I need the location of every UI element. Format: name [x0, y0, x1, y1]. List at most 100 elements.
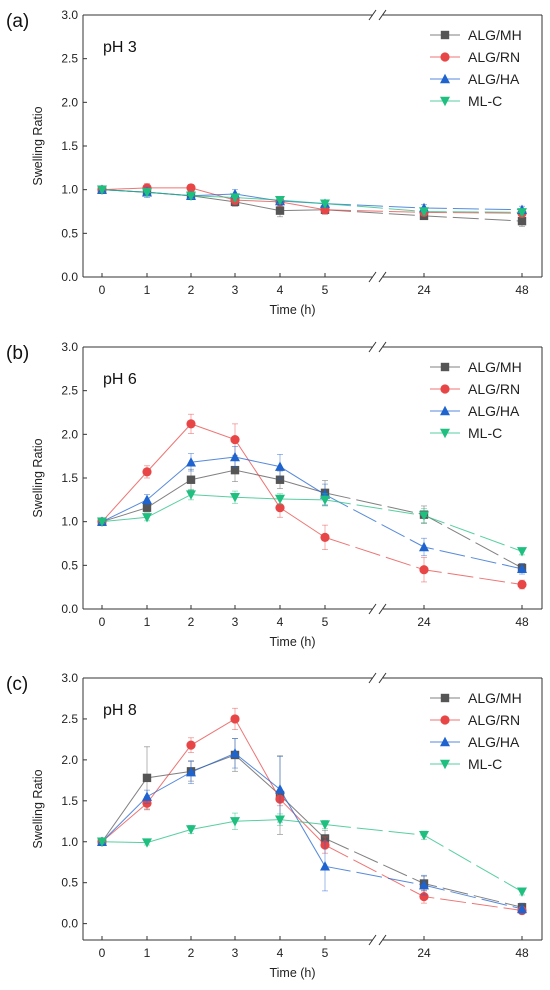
x-tick-label: 24	[417, 615, 431, 629]
data-point	[275, 206, 285, 215]
data-point	[275, 461, 285, 471]
data-point	[419, 879, 429, 890]
x-tick-label: 4	[277, 615, 284, 629]
data-point	[230, 193, 240, 203]
data-point	[517, 563, 527, 574]
y-tick-label: 0.0	[61, 602, 78, 616]
data-point	[97, 837, 107, 847]
legend-item: ALG/RN	[430, 49, 520, 65]
data-point	[142, 838, 152, 848]
x-tick-label: 2	[188, 615, 195, 629]
x-tick-label: 0	[99, 283, 106, 297]
panel-label: (a)	[6, 11, 29, 32]
data-point	[186, 740, 196, 750]
data-point	[275, 815, 285, 825]
series-alg-rn	[97, 707, 527, 916]
axis-break-mark	[378, 603, 387, 615]
legend-item: ALG/RN	[430, 712, 520, 728]
series-alg-mh	[97, 185, 527, 227]
x-tick-label: 3	[232, 615, 239, 629]
axis-break-mark	[368, 9, 377, 21]
x-tick-label: 1	[144, 283, 151, 297]
data-point	[275, 475, 285, 484]
y-tick-label: 0.0	[61, 270, 78, 284]
legend-marker	[440, 715, 450, 725]
legend-label: ALG/RN	[468, 381, 520, 397]
chart-panel-3: 0.0 0.5 1.0 1.5 2.0 2.5 3.0 0 1 2 3 4 5 24 48 Time (h) S…	[6, 671, 543, 980]
data-point	[517, 547, 527, 557]
data-point	[419, 541, 429, 552]
data-point	[142, 773, 152, 783]
series-line	[101, 469, 326, 523]
legend-item: ALG/HA	[430, 734, 520, 750]
axis-break-mark	[378, 341, 387, 353]
series-line	[101, 456, 326, 523]
data-point	[186, 457, 196, 467]
data-point	[142, 503, 152, 512]
axis-break-mark	[378, 271, 387, 283]
y-tick-label: 1.5	[61, 471, 78, 485]
data-point	[419, 207, 429, 217]
legend-item: ALG/RN	[430, 381, 520, 397]
x-axis-title: Time (h)	[269, 635, 315, 649]
series-alg-ha	[97, 738, 527, 915]
y-tick-label: 1.0	[61, 515, 78, 529]
x-tick-label: 3	[232, 946, 239, 960]
x-tick-label: 48	[515, 615, 529, 629]
legend-item: ML-C	[430, 93, 502, 109]
legend-item: ALG/HA	[430, 71, 520, 87]
legend-marker	[440, 759, 450, 770]
series-alg-mh	[97, 738, 527, 912]
series-line-dashed	[324, 492, 523, 569]
chart-panel-1: 0.0 0.5 1.0 1.5 2.0 2.5 3.0 0 1 2 3 4 5 24 48 Time (h) S…	[6, 8, 543, 317]
legend-item: ML-C	[430, 425, 502, 441]
y-tick-label: 0.5	[61, 226, 78, 240]
data-point	[142, 513, 152, 523]
legend-item: ML-C	[430, 756, 502, 772]
series-line	[101, 423, 326, 538]
x-axis-title: Time (h)	[269, 966, 315, 980]
data-point	[230, 434, 240, 445]
data-point	[142, 188, 152, 198]
x-tick-label: 24	[417, 946, 431, 960]
legend-marker	[440, 30, 450, 40]
ph-annotation: pH 3	[103, 39, 137, 56]
data-point	[142, 494, 152, 505]
legend-marker	[440, 96, 450, 107]
axis-break-mark	[368, 603, 377, 615]
data-point	[517, 903, 527, 914]
data-point	[142, 791, 152, 801]
x-tick-label: 5	[322, 946, 329, 960]
data-point	[517, 208, 527, 218]
x-tick-label: 48	[515, 946, 529, 960]
series-line	[101, 718, 326, 846]
data-point	[517, 579, 527, 590]
legend-item: ALG/MH	[430, 27, 522, 43]
y-axis-title: Swelling Ratio	[31, 438, 45, 517]
data-point	[230, 465, 240, 475]
y-tick-label: 1.5	[61, 794, 78, 808]
axis-break-mark	[368, 934, 377, 946]
legend-label: ALG/RN	[468, 712, 520, 728]
data-point	[320, 861, 330, 871]
x-tick-label: 2	[188, 283, 195, 297]
data-point	[419, 892, 429, 902]
y-tick-label: 1.0	[61, 183, 78, 197]
legend-label: ALG/HA	[468, 734, 520, 750]
data-point	[320, 199, 330, 209]
series-line	[101, 819, 326, 844]
data-point	[142, 467, 152, 477]
y-tick-label: 3.0	[61, 8, 78, 22]
series-line	[101, 189, 326, 205]
data-point	[275, 494, 285, 505]
panel-label: (b)	[6, 343, 29, 364]
y-tick-label: 1.5	[61, 139, 78, 153]
x-tick-label: 0	[99, 615, 106, 629]
ph-annotation: pH 6	[103, 371, 137, 388]
data-point	[186, 419, 196, 429]
legend-label: ALG/RN	[468, 49, 520, 65]
x-tick-label: 5	[322, 283, 329, 297]
series-line	[101, 189, 326, 212]
y-tick-label: 0.5	[61, 558, 78, 572]
x-tick-label: 3	[232, 283, 239, 297]
